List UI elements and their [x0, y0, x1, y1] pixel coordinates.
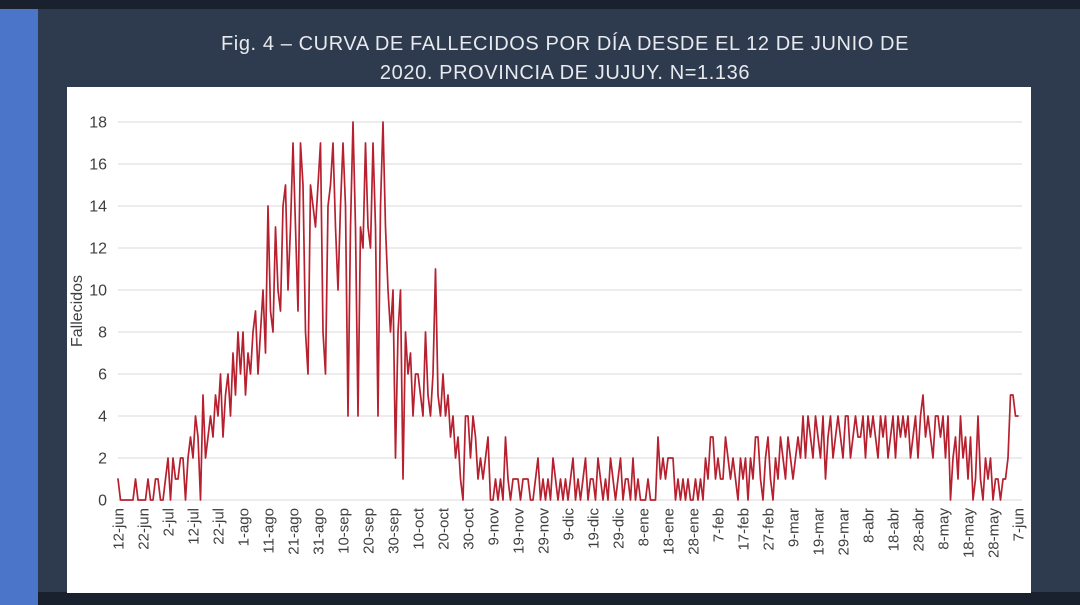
x-tick-label: 31-ago: [310, 508, 327, 555]
x-tick-label: 19-nov: [510, 508, 527, 554]
y-tick-label: 8: [98, 325, 107, 342]
x-tick-label: 2-jul: [160, 508, 177, 536]
x-tick-label: 18-may: [960, 508, 977, 559]
x-tick-label: 20-oct: [435, 507, 452, 550]
x-tick-label: 8-may: [935, 508, 952, 550]
x-tick-label: 28-may: [985, 508, 1002, 559]
x-tick-label: 11-ago: [260, 508, 277, 554]
deaths-line-series: [117, 121, 1019, 501]
x-tick-label: 7-feb: [710, 508, 727, 542]
chart-title: Fig. 4 – CURVA DE FALLECIDOS POR DÍA DES…: [80, 30, 1050, 88]
x-tick-label: 12-jun: [110, 508, 127, 550]
y-tick-label: 14: [89, 199, 107, 216]
x-tick-label: 22-jun: [135, 508, 152, 550]
x-tick-label: 29-mar: [835, 508, 852, 556]
chart-title-line2: 2020. PROVINCIA DE JUJUY. N=1.136: [379, 62, 751, 84]
x-tick-label: 28-abr: [910, 508, 927, 551]
x-tick-label: 27-feb: [760, 508, 777, 551]
y-tick-label: 6: [98, 367, 107, 384]
x-tick-label: 20-sep: [360, 508, 377, 554]
x-tick-label: 10-oct: [410, 507, 427, 550]
x-tick-label: 30-sep: [385, 508, 402, 554]
series-group: [117, 121, 1019, 501]
x-tick-label: 9-dic: [560, 508, 577, 541]
x-tick-label: 12-jul: [185, 508, 202, 545]
x-tick-label: 29-nov: [535, 508, 552, 554]
x-axis-tick-labels: 12-jun 22-jun 2-jul 12-jul 22-jul 1-ago 11-ago…: [110, 507, 1027, 558]
x-tick-label: 18-ene: [660, 508, 677, 555]
y-tick-label: 12: [89, 241, 107, 258]
bottom-bar: [38, 592, 1080, 605]
y-tick-label: 18: [89, 115, 107, 132]
chart-title-line1: Fig. 4 – CURVA DE FALLECIDOS POR DÍA DES…: [220, 33, 910, 55]
y-tick-label: 4: [98, 409, 107, 426]
top-bar: [0, 0, 1080, 9]
y-tick-label: 16: [89, 157, 107, 174]
x-tick-label: 17-feb: [735, 508, 752, 551]
x-tick-label: 30-oct: [460, 507, 477, 550]
x-tick-label: 8-ene: [635, 508, 652, 546]
left-accent-stripe: [0, 9, 38, 605]
x-tick-label: 29-dic: [610, 508, 627, 549]
y-axis-tick-labels: 0 2 4 6 8 10 12 14 16 18: [89, 115, 107, 510]
x-tick-label: 10-sep: [335, 508, 352, 554]
x-tick-label: 19-mar: [810, 508, 827, 556]
y-tick-label: 10: [89, 283, 107, 300]
x-tick-label: 19-dic: [585, 508, 602, 549]
x-tick-label: 18-abr: [885, 508, 902, 551]
x-tick-label: 9-mar: [785, 508, 802, 547]
x-tick-label: 22-jul: [210, 508, 227, 545]
x-tick-label: 9-nov: [485, 508, 502, 546]
x-tick-label: 21-ago: [285, 508, 302, 555]
y-axis-title: Fallecidos: [69, 275, 86, 347]
y-tick-label: 0: [98, 493, 107, 510]
x-tick-label: 8-abr: [860, 508, 877, 543]
x-tick-label: 1-ago: [235, 508, 252, 546]
x-tick-label: 7-jun: [1010, 508, 1027, 541]
chart-panel: [67, 87, 1031, 593]
x-tick-label: 28-ene: [685, 508, 702, 555]
y-tick-label: 2: [98, 451, 107, 468]
